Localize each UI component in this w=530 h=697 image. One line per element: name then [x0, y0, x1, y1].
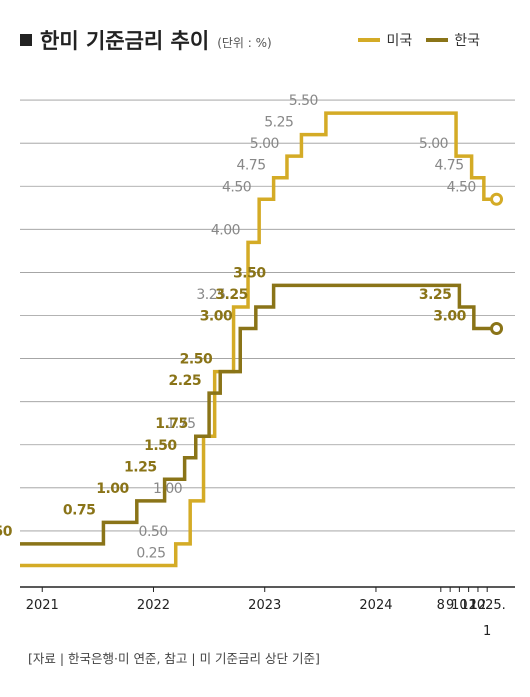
legend: 미국 한국: [344, 30, 480, 50]
data-label-kr: 2.50: [180, 352, 213, 368]
series-line-us: [20, 111, 501, 568]
data-label-kr: 2.25: [169, 373, 202, 389]
x-tick-label: 2025. 1: [469, 598, 506, 639]
end-marker-kr: [490, 322, 504, 335]
data-label-kr: 3.25: [419, 287, 452, 303]
data-label-kr: 1.75: [155, 416, 188, 432]
x-tick-label: 8: [437, 598, 445, 613]
x-tick-label: 2024: [359, 598, 392, 613]
x-tick-label: 2022: [137, 598, 170, 613]
data-label-us: 5.50: [289, 93, 318, 109]
data-label-kr: 3.25: [215, 287, 248, 303]
data-label-kr: 0.75: [63, 502, 96, 518]
legend-item-kr: 한국: [426, 30, 480, 50]
data-label-us: 1.75: [166, 416, 195, 432]
chart-title: 한미 기준금리 추이: [40, 29, 210, 53]
chart-header: 한미 기준금리 추이 (단위 : %): [20, 22, 272, 58]
data-label-kr: 1.25: [124, 459, 157, 475]
unit-label: (단위 : %): [217, 36, 272, 50]
legend-label-kr: 한국: [454, 33, 480, 49]
end-marker-us: [490, 192, 504, 206]
data-label-kr: 3.00: [433, 309, 466, 325]
data-label-kr: 0.50: [0, 524, 13, 540]
data-label-us: 5.00: [250, 136, 279, 152]
x-tick-label: 10: [451, 598, 468, 613]
data-label-kr: 3.50: [233, 265, 266, 281]
data-label-us: 4.50: [447, 179, 476, 195]
legend-swatch-us: [358, 38, 381, 42]
data-label-kr: 1.00: [96, 481, 129, 497]
data-label-us: 4.75: [236, 158, 265, 174]
legend-item-us: 미국: [358, 30, 412, 50]
data-label-us: 5.00: [419, 136, 448, 152]
legend-label-us: 미국: [386, 33, 413, 49]
x-tick-label: 2023: [248, 598, 281, 613]
data-label-us: 1.00: [153, 481, 182, 497]
x-tick-label: 2021: [26, 598, 59, 613]
data-label-kr: 3.00: [200, 309, 233, 325]
data-label-us: 5.25: [264, 115, 293, 131]
data-label-us: 3.25: [196, 287, 225, 303]
source-note: [자료 | 한국은행·미 연준, 참고 | 미 기준금리 상단 기준]: [28, 651, 320, 666]
data-label-us: 4.00: [211, 222, 240, 238]
data-label-kr: 1.50: [144, 438, 177, 454]
x-tick-label: 11: [460, 598, 477, 613]
x-tick-label: 12: [470, 598, 487, 613]
data-label-us: 4.50: [222, 179, 251, 195]
x-tick-label: 9: [446, 598, 454, 613]
legend-swatch-kr: [426, 38, 449, 42]
title-square-icon: [20, 34, 32, 46]
data-label-us: 4.75: [434, 158, 463, 174]
data-label-us: 0.25: [136, 545, 165, 561]
data-label-us: 0.50: [139, 524, 168, 540]
series-line-kr: [20, 283, 501, 546]
